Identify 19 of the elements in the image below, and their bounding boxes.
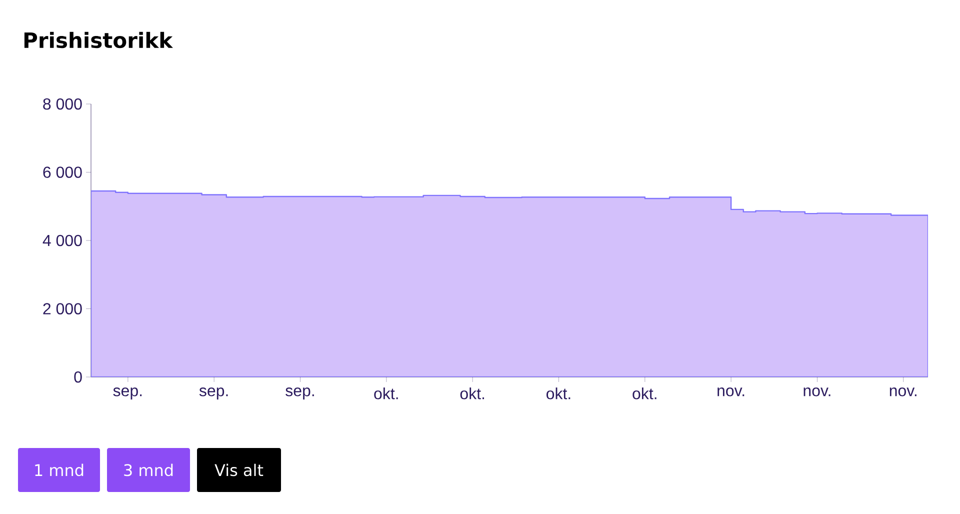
y-tick-label: 2 000 xyxy=(43,303,82,314)
text: 1 mnd xyxy=(35,464,84,476)
x-tick-label: nov. xyxy=(718,388,744,396)
y-tick-label: 6 000 xyxy=(43,166,82,178)
x-tick-label: okt. xyxy=(374,388,398,400)
x-tick-label: sep. xyxy=(113,388,142,400)
x-tick-label: okt. xyxy=(546,388,570,400)
text: 3 mnd xyxy=(124,464,173,476)
x-tick-label: nov. xyxy=(890,388,916,396)
x-tick-label: sep. xyxy=(286,388,314,400)
x-tick-label: nov. xyxy=(804,388,830,396)
y-tick-label: 8 000 xyxy=(43,98,82,110)
x-tick-label: okt. xyxy=(460,388,484,400)
x-tick-label: okt. xyxy=(632,388,656,400)
chart-title: Prishistorikk xyxy=(24,32,173,48)
y-tick-label: 4 000 xyxy=(42,234,82,246)
text: Vis alt xyxy=(214,464,264,476)
y-tick-label: 0 xyxy=(74,371,82,383)
x-tick-label: sep. xyxy=(199,388,228,400)
